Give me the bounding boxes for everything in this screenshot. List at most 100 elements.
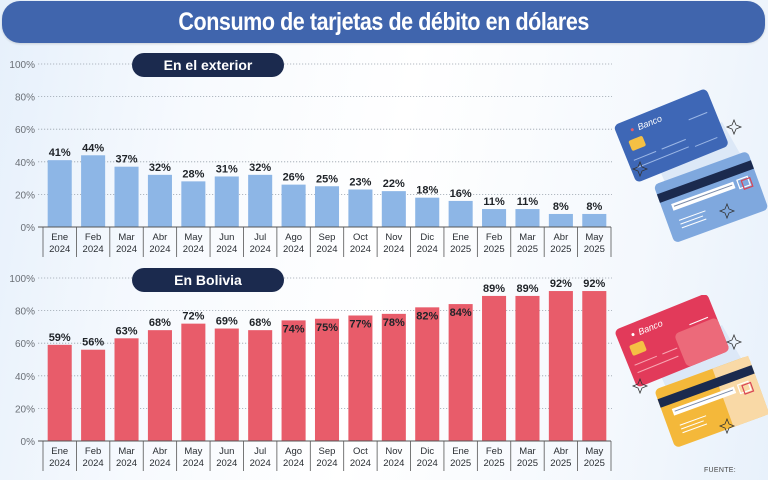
x-tick-month-bolivia: Ene bbox=[452, 446, 469, 457]
data-label-bolivia: 84% bbox=[450, 307, 472, 319]
bar-exterior bbox=[448, 200, 473, 227]
data-label-exterior: 11% bbox=[483, 196, 505, 208]
card-front-icon: Banco bbox=[615, 295, 729, 387]
x-tick-year-bolivia: 2025 bbox=[450, 458, 471, 469]
x-tick-year-exterior: 2024 bbox=[183, 244, 204, 255]
x-tick-month-exterior: Ene bbox=[51, 232, 68, 243]
data-label-exterior: 18% bbox=[416, 185, 438, 197]
x-tick-year-bolivia: 2025 bbox=[517, 458, 538, 469]
bar-bolivia bbox=[515, 295, 540, 441]
y-tick-label-exterior: 100% bbox=[9, 60, 35, 71]
x-tick-year-exterior: 2024 bbox=[250, 244, 271, 255]
x-tick-year-bolivia: 2024 bbox=[283, 458, 304, 469]
x-tick-year-bolivia: 2024 bbox=[216, 458, 237, 469]
bar-bolivia bbox=[381, 313, 406, 441]
data-label-exterior: 41% bbox=[49, 147, 71, 159]
data-label-bolivia: 69% bbox=[216, 316, 238, 328]
bar-bolivia bbox=[147, 330, 172, 441]
data-label-bolivia: 63% bbox=[116, 325, 138, 337]
chart-title-exterior: En el exterior bbox=[132, 53, 284, 77]
x-tick-year-bolivia: 2024 bbox=[116, 458, 137, 469]
bar-bolivia bbox=[448, 304, 473, 441]
bar-exterior bbox=[482, 209, 507, 227]
x-tick-year-bolivia: 2024 bbox=[383, 458, 404, 469]
bar-bolivia bbox=[114, 338, 139, 441]
x-tick-year-exterior: 2025 bbox=[584, 244, 605, 255]
x-tick-year-exterior: 2024 bbox=[216, 244, 237, 255]
x-tick-month-exterior: Abr bbox=[553, 232, 568, 243]
x-tick-year-bolivia: 2024 bbox=[49, 458, 70, 469]
data-label-bolivia: 68% bbox=[249, 317, 271, 329]
bar-exterior bbox=[81, 155, 106, 227]
x-tick-year-bolivia: 2024 bbox=[183, 458, 204, 469]
x-tick-year-exterior: 2024 bbox=[283, 244, 304, 255]
x-tick-year-bolivia: 2024 bbox=[350, 458, 371, 469]
data-label-bolivia: 59% bbox=[49, 332, 71, 344]
data-label-bolivia: 89% bbox=[516, 283, 538, 295]
bar-exterior bbox=[47, 160, 72, 227]
x-tick-month-bolivia: Feb bbox=[486, 446, 502, 457]
x-tick-month-exterior: Ago bbox=[285, 232, 302, 243]
y-tick-label-bolivia: 40% bbox=[15, 372, 35, 383]
x-tick-month-bolivia: Jul bbox=[254, 446, 266, 457]
x-tick-year-exterior: 2024 bbox=[417, 244, 438, 255]
x-tick-month-exterior: Oct bbox=[353, 232, 368, 243]
sparkle-icon bbox=[631, 160, 649, 178]
card-back-icon bbox=[654, 152, 768, 242]
x-tick-month-bolivia: Dic bbox=[420, 446, 434, 457]
sparkle-icon bbox=[725, 333, 743, 351]
y-tick-label-exterior: 0% bbox=[21, 223, 36, 234]
bar-bolivia bbox=[181, 323, 206, 441]
x-tick-month-bolivia: Abr bbox=[553, 446, 568, 457]
x-tick-month-exterior: Mar bbox=[118, 232, 134, 243]
bar-exterior bbox=[281, 184, 306, 227]
sparkle-icon bbox=[725, 118, 743, 136]
x-tick-month-bolivia: Oct bbox=[353, 446, 368, 457]
y-tick-label-bolivia: 100% bbox=[9, 274, 35, 285]
x-tick-month-exterior: Nov bbox=[385, 232, 402, 243]
bar-exterior bbox=[314, 186, 340, 227]
x-tick-year-exterior: 2024 bbox=[49, 244, 70, 255]
source-label: FUENTE: bbox=[703, 467, 736, 474]
x-tick-year-exterior: 2024 bbox=[149, 244, 170, 255]
bar-exterior bbox=[381, 191, 406, 227]
x-tick-year-exterior: 2025 bbox=[550, 244, 571, 255]
bar-exterior bbox=[147, 174, 172, 227]
bar-exterior bbox=[214, 176, 239, 227]
chip-icon bbox=[628, 136, 646, 151]
bar-exterior bbox=[348, 189, 373, 227]
x-tick-year-exterior: 2025 bbox=[450, 244, 471, 255]
x-tick-month-exterior: May bbox=[184, 232, 202, 243]
data-label-bolivia: 89% bbox=[483, 283, 505, 295]
x-tick-year-bolivia: 2025 bbox=[584, 458, 605, 469]
x-tick-month-bolivia: Mar bbox=[118, 446, 134, 457]
x-tick-month-bolivia: Abr bbox=[153, 446, 168, 457]
x-tick-month-exterior: Sep bbox=[319, 232, 336, 243]
bar-bolivia bbox=[482, 295, 507, 441]
data-label-exterior: 23% bbox=[349, 177, 371, 189]
x-tick-year-bolivia: 2025 bbox=[550, 458, 571, 469]
data-label-exterior: 11% bbox=[517, 196, 539, 208]
x-tick-month-exterior: Dic bbox=[420, 232, 434, 243]
x-tick-year-bolivia: 2024 bbox=[149, 458, 170, 469]
x-tick-month-bolivia: Mar bbox=[519, 446, 535, 457]
bar-bolivia bbox=[415, 307, 440, 441]
x-tick-month-bolivia: Ago bbox=[285, 446, 302, 457]
bar-bolivia bbox=[348, 315, 373, 441]
x-tick-month-exterior: Feb bbox=[85, 232, 101, 243]
bar-bolivia bbox=[582, 291, 607, 441]
sparkle-icon bbox=[631, 377, 649, 395]
y-tick-label-exterior: 20% bbox=[15, 190, 35, 201]
bar-exterior bbox=[181, 181, 206, 227]
data-label-exterior: 16% bbox=[450, 188, 472, 200]
bar-bolivia bbox=[248, 330, 273, 441]
y-tick-label-exterior: 60% bbox=[15, 125, 35, 136]
y-tick-label-bolivia: 20% bbox=[15, 404, 35, 415]
x-tick-month-exterior: Jul bbox=[254, 232, 266, 243]
title-bar: Consumo de tarjetas de débito en dólares bbox=[2, 1, 765, 43]
y-tick-label-bolivia: 0% bbox=[21, 437, 36, 448]
x-tick-month-exterior: Ene bbox=[452, 232, 469, 243]
data-label-bolivia: 74% bbox=[283, 323, 305, 335]
sparkle-icon bbox=[718, 417, 736, 435]
